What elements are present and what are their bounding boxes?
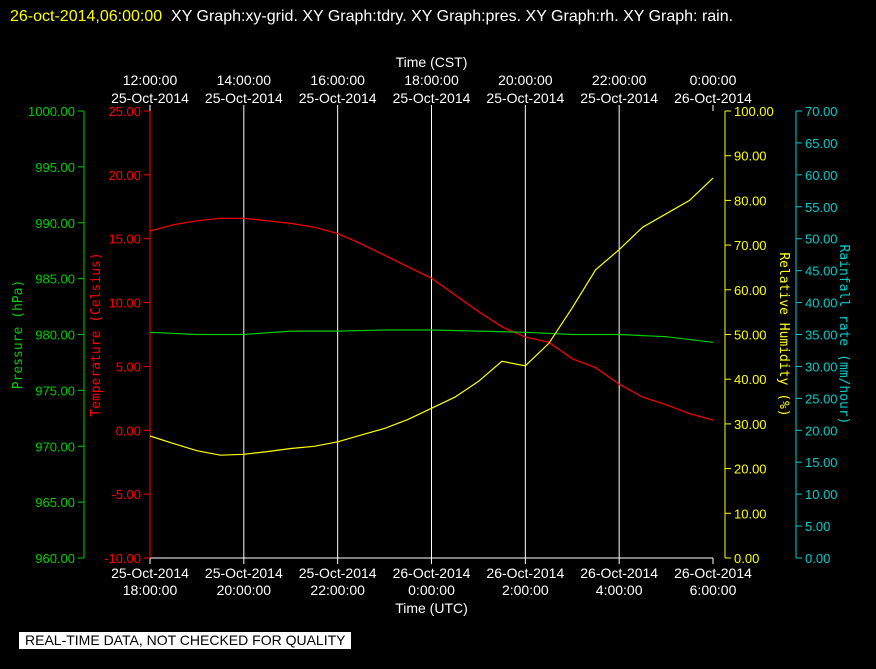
rain-tick-label: 45.00 <box>805 264 838 279</box>
humidity-tick-label: 70.00 <box>734 238 767 253</box>
axes <box>78 105 802 564</box>
rain-tick-label: 30.00 <box>805 359 838 374</box>
temperature-tick-label: 0.00 <box>116 423 141 438</box>
humidity-tick-label: 10.00 <box>734 506 767 521</box>
rain-tick-label: 10.00 <box>805 487 838 502</box>
humidity-tick-label: 100.00 <box>734 104 774 119</box>
header: 26-oct-2014,06:00:00 XY Graph:xy-grid. X… <box>10 3 866 31</box>
x-top-tick-time: 12:00:00 <box>123 72 178 88</box>
temperature-tick-label: 20.00 <box>108 168 141 183</box>
humidity-tick-label: 40.00 <box>734 372 767 387</box>
x-bottom-tick-date: 26-Oct-2014 <box>580 565 658 581</box>
x-bottom-tick-time: 6:00:00 <box>690 582 737 598</box>
timestamp: 26-oct-2014,06:00:00 <box>10 8 163 25</box>
humidity-tick-label: 30.00 <box>734 417 767 432</box>
rain-tick-label: 25.00 <box>805 391 838 406</box>
x-top-label: Time (CST) <box>396 54 468 70</box>
humidity-tick-label: 20.00 <box>734 462 767 477</box>
rain-tick-label: 15.00 <box>805 455 838 470</box>
pressure-axis-label: Pressure (hPa) <box>11 280 26 390</box>
rain-tick-label: 70.00 <box>805 104 838 119</box>
rain-tick-label: 60.00 <box>805 168 838 183</box>
rain-tick-label: 5.00 <box>805 519 830 534</box>
x-bottom-tick-date: 26-Oct-2014 <box>674 565 752 581</box>
x-top-tick-date: 25-Oct-2014 <box>580 90 658 106</box>
x-top-tick-time: 14:00:00 <box>217 72 272 88</box>
x-bottom-tick-date: 25-Oct-2014 <box>111 565 189 581</box>
humidity-axis-label: Relative Humidity (%) <box>776 252 791 416</box>
x-bottom-tick-time: 22:00:00 <box>310 582 365 598</box>
qc-banner: REAL-TIME DATA, NOT CHECKED FOR QUALITY <box>19 632 352 649</box>
x-top-tick-time: 18:00:00 <box>404 72 459 88</box>
pressure-tick-label: 970.00 <box>35 439 75 454</box>
x-top-tick-date: 26-Oct-2014 <box>674 90 752 106</box>
x-top-tick-date: 25-Oct-2014 <box>393 90 471 106</box>
temperature-tick-label: -5.00 <box>111 487 141 502</box>
x-bottom-tick-time: 0:00:00 <box>408 582 455 598</box>
temperature-axis-label: Temperature (Celsius) <box>89 252 104 416</box>
rain-tick-label: 35.00 <box>805 328 838 343</box>
pressure-tick-label: 965.00 <box>35 495 75 510</box>
temperature-line <box>149 217 714 421</box>
pressure-tick-label: 995.00 <box>35 160 75 175</box>
x-bottom-label: Time (UTC) <box>395 600 468 616</box>
x-top-tick-date: 25-Oct-2014 <box>299 90 377 106</box>
humidity-tick-label: 90.00 <box>734 149 767 164</box>
pressure-line <box>149 329 714 343</box>
temperature-tick-label: 10.00 <box>108 296 141 311</box>
x-top-tick-time: 20:00:00 <box>498 72 553 88</box>
temperature-tick-label: -10.00 <box>104 551 141 566</box>
x-top-tick-date: 25-Oct-2014 <box>205 90 283 106</box>
graph-titles: XY Graph:xy-grid. XY Graph:tdry. XY Grap… <box>171 8 734 25</box>
humidity-tick-label: 80.00 <box>734 193 767 208</box>
rain-tick-label: 50.00 <box>805 232 838 247</box>
x-top-tick-time: 0:00:00 <box>690 72 737 88</box>
series-lines <box>149 177 714 456</box>
temperature-tick-label: 15.00 <box>108 232 141 247</box>
x-bottom-tick-date: 25-Oct-2014 <box>205 565 283 581</box>
pressure-tick-label: 980.00 <box>35 328 75 343</box>
rain-tick-label: 0.00 <box>805 551 830 566</box>
pressure-tick-label: 960.00 <box>35 551 75 566</box>
rain-axis-label: Rainfall rate (mm/hour) <box>836 244 851 424</box>
rain-tick-label: 55.00 <box>805 200 838 215</box>
humidity-tick-label: 0.00 <box>734 551 759 566</box>
x-top-tick-time: 16:00:00 <box>310 72 365 88</box>
humidity-line <box>149 177 714 456</box>
x-bottom-tick-time: 18:00:00 <box>123 582 178 598</box>
x-top-tick-time: 22:00:00 <box>592 72 647 88</box>
x-bottom-tick-date: 25-Oct-2014 <box>299 565 377 581</box>
pressure-tick-label: 1000.00 <box>28 104 75 119</box>
rain-tick-label: 40.00 <box>805 296 838 311</box>
pressure-tick-label: 985.00 <box>35 272 75 287</box>
x-bottom-tick-time: 4:00:00 <box>596 582 643 598</box>
axis-labels: 25-Oct-201418:00:0025-Oct-201420:00:0025… <box>11 54 851 616</box>
rain-tick-label: 65.00 <box>805 136 838 151</box>
x-bottom-tick-date: 26-Oct-2014 <box>393 565 471 581</box>
x-top-tick-date: 25-Oct-2014 <box>486 90 564 106</box>
x-bottom-tick-time: 20:00:00 <box>217 582 272 598</box>
pressure-tick-label: 990.00 <box>35 216 75 231</box>
chart: 25-Oct-201418:00:0025-Oct-201420:00:0025… <box>11 54 851 616</box>
pressure-tick-label: 975.00 <box>35 383 75 398</box>
temperature-tick-label: 5.00 <box>116 359 141 374</box>
x-bottom-tick-date: 26-Oct-2014 <box>486 565 564 581</box>
humidity-tick-label: 50.00 <box>734 328 767 343</box>
humidity-tick-label: 60.00 <box>734 283 767 298</box>
rain-tick-label: 20.00 <box>805 423 838 438</box>
x-bottom-tick-time: 2:00:00 <box>502 582 549 598</box>
temperature-tick-label: 25.00 <box>108 104 141 119</box>
x-top-tick-date: 25-Oct-2014 <box>111 90 189 106</box>
